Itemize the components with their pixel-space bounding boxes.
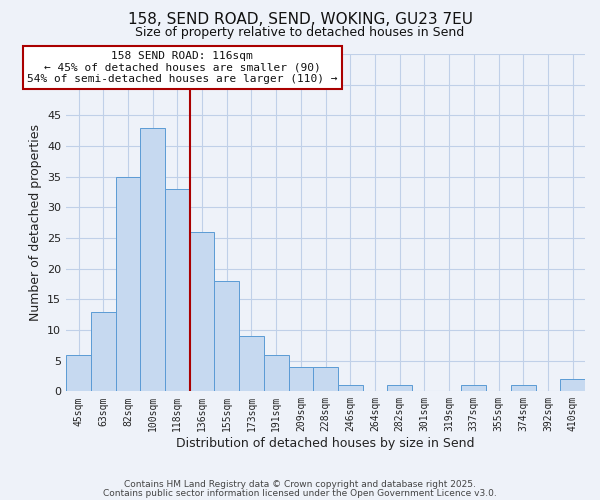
X-axis label: Distribution of detached houses by size in Send: Distribution of detached houses by size …	[176, 437, 475, 450]
Bar	[239, 336, 264, 392]
Bar	[66, 354, 91, 392]
Text: Contains HM Land Registry data © Crown copyright and database right 2025.: Contains HM Land Registry data © Crown c…	[124, 480, 476, 489]
Bar	[388, 385, 412, 392]
Text: 158, SEND ROAD, SEND, WOKING, GU23 7EU: 158, SEND ROAD, SEND, WOKING, GU23 7EU	[128, 12, 473, 28]
Y-axis label: Number of detached properties: Number of detached properties	[29, 124, 41, 321]
Text: Contains public sector information licensed under the Open Government Licence v3: Contains public sector information licen…	[103, 489, 497, 498]
Text: 158 SEND ROAD: 116sqm
← 45% of detached houses are smaller (90)
54% of semi-deta: 158 SEND ROAD: 116sqm ← 45% of detached …	[27, 51, 338, 84]
Bar	[214, 281, 239, 392]
Bar	[165, 189, 190, 392]
Bar	[511, 385, 536, 392]
Bar	[313, 367, 338, 392]
Bar	[140, 128, 165, 392]
Bar	[338, 385, 362, 392]
Bar	[116, 176, 140, 392]
Bar	[264, 354, 289, 392]
Text: Size of property relative to detached houses in Send: Size of property relative to detached ho…	[136, 26, 464, 39]
Bar	[461, 385, 486, 392]
Bar	[190, 232, 214, 392]
Bar	[289, 367, 313, 392]
Bar	[91, 312, 116, 392]
Bar	[560, 379, 585, 392]
